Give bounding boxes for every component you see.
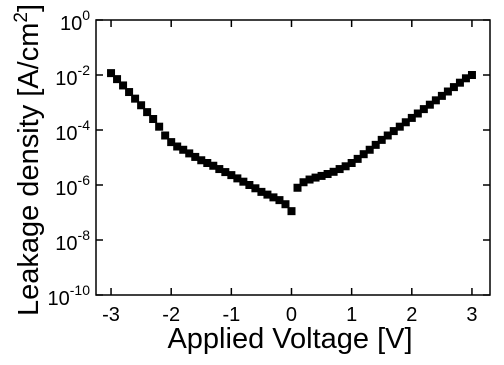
y-tick-label: 10-8 — [55, 227, 90, 255]
data-point — [191, 152, 200, 161]
data-point — [377, 135, 386, 144]
data-point — [167, 138, 176, 147]
data-point — [467, 71, 476, 79]
y-tick-base: 10 — [55, 178, 77, 200]
x-tick-label: 1 — [346, 304, 357, 326]
y-axis-title-end: ] — [13, 4, 45, 12]
data-point — [461, 74, 470, 83]
x-axis-title: Applied Voltage [V] — [167, 323, 412, 355]
data-point — [407, 113, 416, 122]
data-point — [329, 167, 338, 176]
data-point — [107, 69, 116, 78]
data-point — [185, 149, 194, 158]
data-point — [425, 100, 434, 109]
data-point — [245, 181, 254, 189]
data-point — [449, 83, 458, 92]
y-axis-title-text: Leakage density [A/cm — [13, 23, 45, 316]
data-point — [305, 175, 314, 184]
data-point — [335, 165, 344, 174]
data-point — [269, 193, 278, 202]
y-tick-label: 10-4 — [55, 117, 90, 145]
y-tick-exponent: -4 — [78, 117, 91, 133]
data-point — [287, 207, 296, 216]
data-point — [431, 96, 440, 105]
data-point — [203, 158, 212, 167]
data-point — [221, 168, 230, 177]
x-tick-label: -3 — [102, 304, 120, 326]
data-point — [125, 88, 134, 97]
data-point — [251, 184, 260, 193]
y-tick-base: 10 — [55, 123, 77, 145]
y-axis-title-sup: 2 — [11, 12, 32, 23]
data-point — [155, 122, 164, 131]
data-point — [275, 196, 284, 205]
data-point — [131, 94, 140, 103]
y-tick-exponent: 0 — [82, 7, 90, 23]
data-point — [239, 177, 248, 186]
y-tick-label: 10-6 — [55, 172, 90, 200]
data-point — [443, 87, 452, 96]
y-tick-exponent: -2 — [78, 62, 91, 78]
data-point — [413, 109, 422, 118]
data-point — [437, 91, 446, 100]
data-point — [293, 183, 302, 192]
data-point — [419, 105, 428, 114]
data-point — [161, 131, 170, 140]
data-point — [299, 178, 308, 187]
data-point — [263, 190, 272, 199]
x-tick-label: -2 — [162, 304, 180, 326]
data-point — [233, 174, 242, 183]
data-point — [371, 140, 380, 149]
data-point — [173, 142, 182, 151]
data-point — [143, 108, 152, 117]
data-point — [389, 127, 398, 136]
y-tick-base: 10 — [55, 68, 77, 90]
data-point — [401, 118, 410, 127]
data-point — [359, 150, 368, 159]
data-point — [353, 154, 362, 163]
data-point — [227, 171, 236, 180]
data-point — [149, 115, 158, 124]
data-point — [179, 145, 188, 154]
data-point — [281, 200, 290, 209]
y-tick-label: 10-10 — [48, 282, 91, 310]
plot-frame — [95, 19, 491, 296]
x-tick-label: -1 — [222, 304, 240, 326]
y-tick-base: 10 — [55, 233, 77, 255]
data-point — [197, 156, 206, 165]
x-tick-label: 2 — [406, 304, 417, 326]
data-point — [455, 78, 464, 87]
data-point — [113, 75, 122, 84]
y-tick-base: 10 — [60, 13, 82, 35]
data-point — [365, 145, 374, 154]
y-tick-base: 10 — [48, 288, 70, 310]
y-tick-exponent: -10 — [70, 282, 90, 298]
y-axis-title: Leakage density [A/cm2] — [11, 4, 45, 316]
data-point — [323, 170, 332, 179]
y-tick-exponent: -6 — [78, 172, 91, 188]
data-point — [119, 81, 128, 90]
data-point — [341, 162, 350, 171]
x-tick-label: 3 — [466, 304, 477, 326]
data-point — [257, 187, 266, 196]
y-tick-label: 100 — [60, 7, 90, 35]
data-point — [347, 158, 356, 167]
data-point — [317, 171, 326, 180]
data-point — [383, 131, 392, 140]
y-tick-exponent: -8 — [78, 227, 91, 243]
data-point — [209, 161, 218, 170]
data-point — [311, 173, 320, 182]
data-point — [395, 122, 404, 131]
x-tick-label: 0 — [286, 304, 297, 326]
y-tick-label: 10-2 — [55, 62, 90, 90]
data-point — [215, 165, 224, 174]
data-point — [137, 101, 146, 110]
